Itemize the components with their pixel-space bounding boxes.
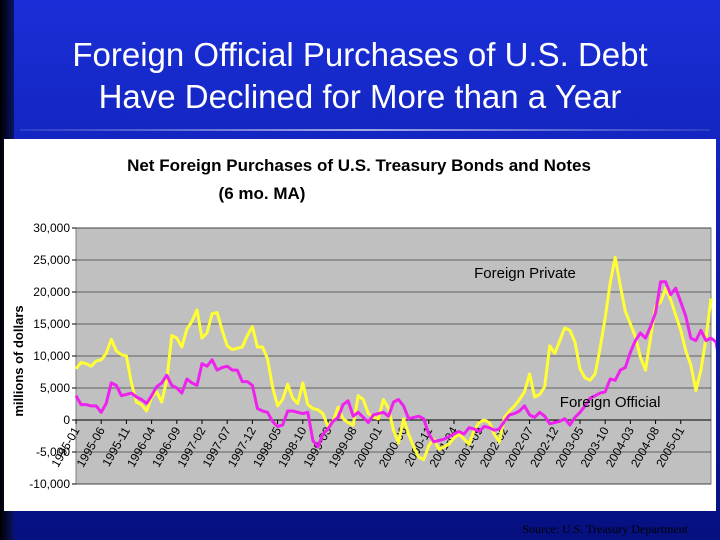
- slide-title: Foreign Official Purchases of U.S. Debt …: [20, 34, 700, 118]
- y-axis-label: millions of dollars: [11, 305, 26, 416]
- y-tick-label: 0: [63, 413, 70, 427]
- y-tick-label: 25,000: [33, 253, 70, 267]
- series-line-foreign-official: [74, 280, 720, 449]
- slide-title-line-1: Foreign Official Purchases of U.S. Debt: [72, 36, 648, 73]
- series-line-foreign-private: [74, 255, 713, 462]
- y-tick-label: -10,000: [29, 477, 70, 491]
- series-annotation: Foreign Official: [560, 394, 661, 411]
- y-tick-label: 15,000: [33, 317, 70, 331]
- y-tick-label: 20,000: [33, 285, 70, 299]
- slide-title-line-2: Have Declined for More than a Year: [98, 78, 622, 115]
- y-tick-label: 5,000: [40, 381, 70, 395]
- y-tick-label: 30,000: [33, 221, 70, 235]
- y-tick-label: 10,000: [33, 349, 70, 363]
- chart-title-line-2: (6 mo. MA): [219, 184, 306, 203]
- source-note: Source: U.S. Treasury Department: [522, 522, 688, 536]
- series-annotation: Foreign Private: [474, 265, 576, 282]
- chart-panel: Net Foreign Purchases of U.S. Treasury B…: [4, 139, 720, 511]
- line-chart: Net Foreign Purchases of U.S. Treasury B…: [11, 156, 720, 491]
- title-divider: [20, 129, 710, 131]
- chart-title-line-1: Net Foreign Purchases of U.S. Treasury B…: [127, 156, 591, 175]
- y-tick-label: -5,000: [36, 445, 70, 459]
